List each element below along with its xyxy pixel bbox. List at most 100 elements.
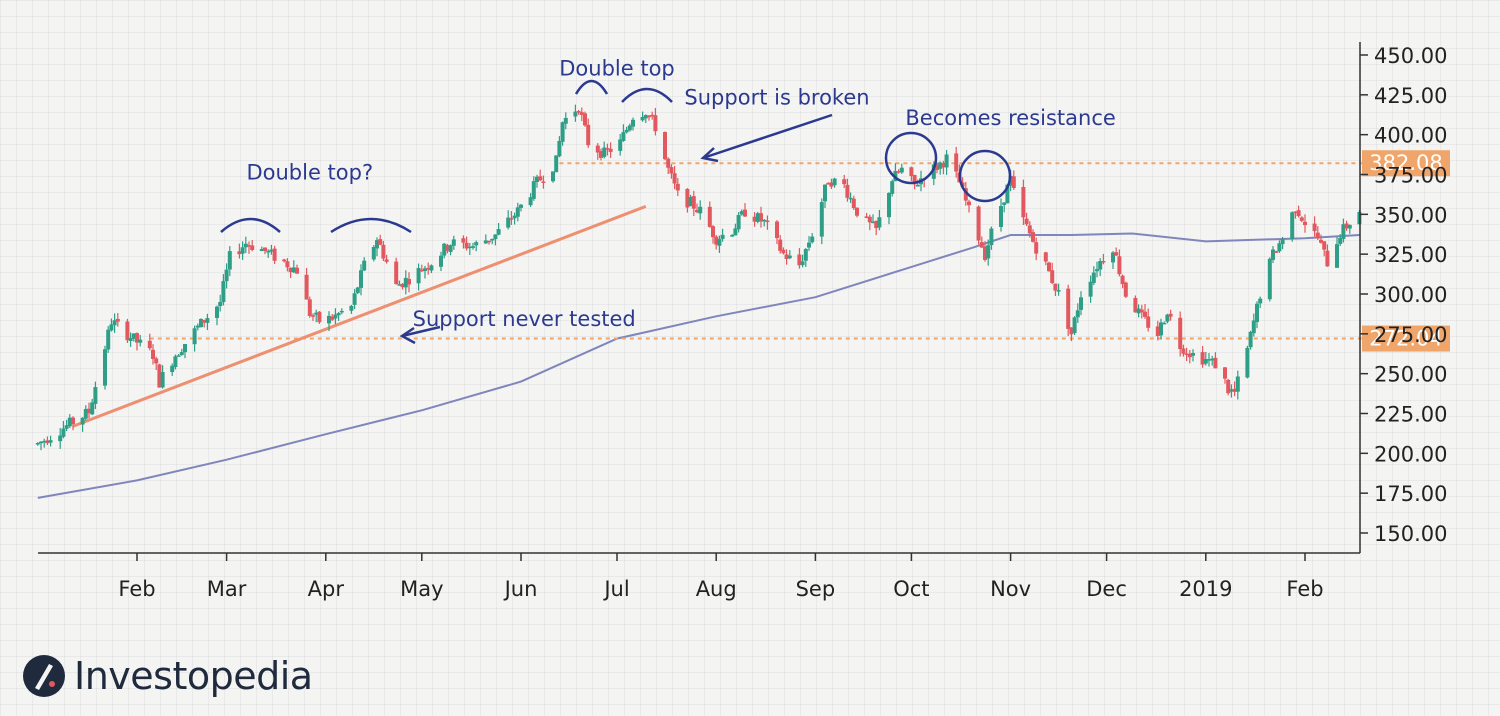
candle-bull [61, 428, 66, 437]
candle-bear [304, 274, 309, 300]
candle-bull [938, 162, 943, 169]
candle-bear [330, 316, 335, 320]
candle-bear [672, 173, 677, 184]
candle-bull [183, 344, 187, 353]
candle-bull [618, 139, 623, 151]
candle-bull [1248, 331, 1253, 348]
candle-bear [87, 408, 91, 414]
candle-bull [887, 193, 891, 218]
candle-bull [717, 239, 722, 246]
candle-bear [295, 267, 299, 274]
candle-bear [247, 245, 251, 247]
candle-bull [269, 249, 274, 252]
candle-bull [131, 333, 136, 339]
candle-bear [1232, 388, 1237, 392]
candle-bear [1114, 252, 1119, 256]
candle-bear [394, 261, 399, 284]
candle-bear [842, 179, 847, 185]
candle-bear [1031, 232, 1035, 242]
candle-bear [896, 171, 901, 173]
candle-bull [535, 176, 539, 182]
candle-bull [215, 306, 219, 319]
candle-bear [851, 198, 856, 209]
candle-bull [35, 442, 40, 445]
candle-bull [371, 246, 376, 260]
candle-bull [730, 235, 735, 237]
candle-bear [1213, 357, 1218, 369]
candle-bear [461, 238, 466, 243]
candle-bull [1191, 353, 1195, 356]
y-tick-label: 425.00 [1374, 84, 1447, 108]
candle-bull [1235, 376, 1240, 392]
candle-bull [224, 269, 229, 282]
candle-bull [631, 119, 635, 127]
candle-bull [103, 349, 107, 386]
candle-bear [45, 440, 50, 444]
y-tick-label: 450.00 [1374, 44, 1447, 68]
candle-bull [803, 248, 808, 261]
candle-bear [307, 299, 312, 316]
y-tick-label: 325.00 [1374, 243, 1447, 267]
candle-bear [1181, 348, 1186, 354]
candle-bull [1271, 249, 1275, 260]
candle-bear [445, 245, 450, 251]
candle-bear [1139, 309, 1144, 313]
x-tick-label: May [400, 577, 443, 601]
candle-bull [403, 277, 408, 288]
candle-bull [807, 242, 811, 248]
price-tag-label: 382.08 [1369, 151, 1442, 175]
candle-bear [1344, 223, 1349, 229]
candle-bear [311, 315, 315, 317]
candle-bull [999, 206, 1003, 227]
support-trendline [72, 204, 647, 428]
candle-bear [288, 267, 293, 273]
candle-bull [179, 352, 184, 355]
candle-bull [205, 318, 210, 323]
x-tick-label: Jun [503, 577, 538, 601]
y-tick-label: 225.00 [1374, 403, 1447, 427]
candle-bear [419, 269, 424, 272]
candles-layer [35, 104, 1362, 451]
annotation-label: Support is broken [684, 85, 869, 109]
candle-bear [1274, 251, 1279, 253]
arrow-head [399, 326, 416, 345]
candle-bull [986, 245, 991, 259]
candle-bull [944, 154, 949, 168]
candle-bear [1101, 261, 1106, 263]
candle-bull [355, 287, 360, 293]
candle-bull [871, 221, 875, 224]
candle-bull [1277, 243, 1282, 252]
candle-bull [221, 281, 226, 303]
annotation-label: Support never tested [413, 307, 636, 331]
candle-bear [743, 209, 747, 217]
x-tick-label: Apr [308, 577, 345, 601]
x-tick-label: Aug [696, 577, 737, 601]
candle-bull [1136, 308, 1141, 314]
candle-bull [810, 236, 815, 243]
candle-bear [1034, 242, 1039, 254]
candle-bull [416, 268, 421, 284]
candle-bull [490, 238, 495, 241]
candle-bull [688, 197, 693, 206]
candle-bull [442, 243, 447, 256]
candle-bull [451, 239, 456, 246]
y-tick-label: 300.00 [1374, 283, 1447, 307]
candle-bull [199, 318, 203, 328]
price-tag-label: 272.04 [1369, 327, 1442, 351]
candle-bear [595, 145, 600, 153]
candle-bear [1168, 313, 1173, 317]
double-top-arc [574, 79, 609, 95]
x-tick-label: Feb [1286, 577, 1323, 601]
candle-bull [349, 305, 354, 311]
candle-bear [1155, 326, 1160, 337]
candle-bull [327, 315, 331, 324]
candle-bull [1229, 389, 1234, 392]
candle-bear [1146, 316, 1151, 328]
axes-layer: 150.00 175.00 200.00 225.00 250.00 275.00 300.… [38, 42, 1447, 601]
candle-bear [695, 209, 699, 213]
candle-bull [563, 117, 568, 124]
candle-bear [1184, 353, 1189, 355]
candle-bear [653, 115, 658, 132]
candle-bull [176, 355, 181, 357]
x-tick-label: Sep [796, 577, 836, 601]
